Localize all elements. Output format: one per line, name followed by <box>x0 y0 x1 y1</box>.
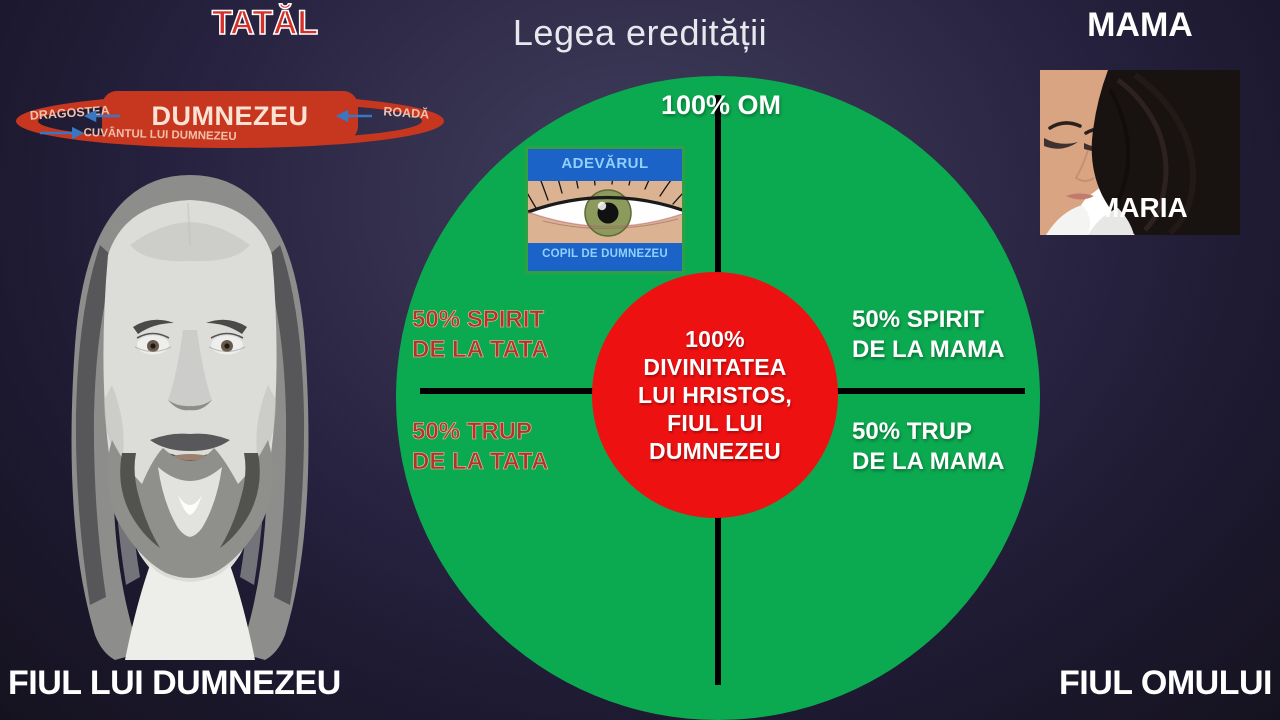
svg-text:ROADĂ: ROADĂ <box>383 103 430 121</box>
